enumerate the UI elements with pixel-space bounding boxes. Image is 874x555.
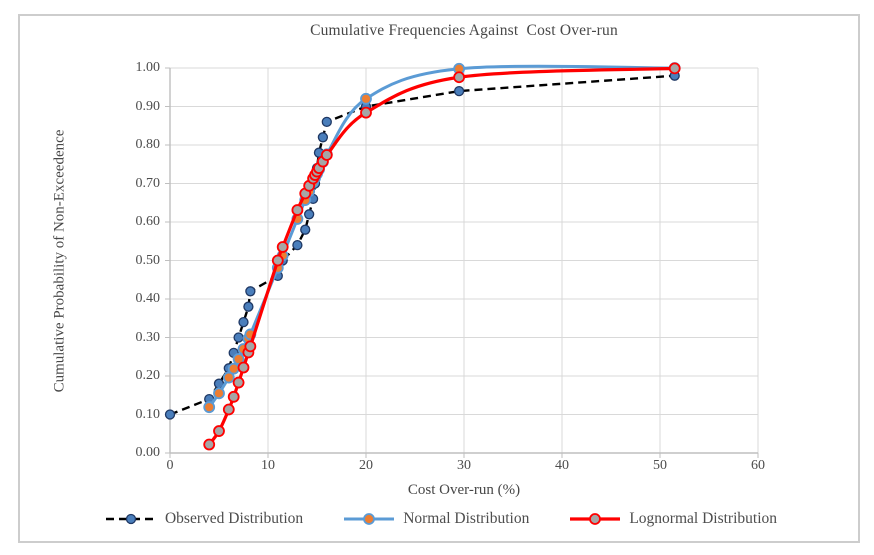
y-tick-label: 0.30 <box>135 329 161 345</box>
data-point-marker <box>232 376 245 389</box>
plot-svg <box>164 62 759 458</box>
data-point-marker <box>453 85 465 97</box>
y-tick-label: 0.10 <box>135 406 161 422</box>
chart-figure: Cumulative Frequencies Against Cost Over… <box>18 14 860 543</box>
legend: Observed Distribution Normal Distribution… <box>20 510 862 528</box>
data-point-marker <box>276 241 289 253</box>
x-tick-label: 20 <box>359 458 373 473</box>
series-line <box>207 64 675 409</box>
data-point-marker <box>244 340 257 353</box>
data-point-marker <box>271 254 284 267</box>
data-point-marker <box>203 438 216 451</box>
y-axis-tick-labels: 0.00 0.10 0.20 0.30 0.40 0.50 0.60 0.70 0.80 0.90… <box>112 60 161 460</box>
data-point-marker <box>292 239 303 251</box>
data-point-marker <box>668 62 681 75</box>
data-point-marker <box>304 209 315 220</box>
data-point-marker <box>245 286 256 297</box>
y-tick-label: 0.60 <box>135 214 161 229</box>
x-tick-label: 60 <box>751 458 765 473</box>
data-point-marker <box>164 409 176 420</box>
data-point-marker <box>232 353 245 365</box>
legend-label: Observed Distribution <box>164 510 304 527</box>
x-axis-title: Cost Over-run (%) <box>407 482 521 498</box>
x-tick-label: 40 <box>555 458 569 473</box>
legend-label: Lognormal Distribution <box>629 510 778 527</box>
x-tick-label: 0 <box>166 458 174 473</box>
data-point-marker <box>360 106 372 119</box>
data-point-marker <box>222 403 235 416</box>
data-point-marker <box>213 387 225 400</box>
legend-key-icon <box>344 513 395 525</box>
legend-item: Observed Distribution <box>105 510 303 528</box>
y-tick-label: 0.00 <box>135 445 161 460</box>
legend-item: Lognormal Distribution <box>569 510 777 528</box>
legend-key-icon <box>105 513 156 525</box>
data-point-marker <box>360 92 372 105</box>
x-tick-label: 30 <box>457 458 471 473</box>
data-point-marker <box>222 371 235 384</box>
legend-key-icon <box>570 513 621 525</box>
data-point-marker <box>453 71 466 84</box>
data-point-marker <box>238 316 249 328</box>
data-point-marker <box>320 149 333 161</box>
legend-item: Normal Distribution <box>343 510 529 528</box>
data-point-marker <box>213 425 225 437</box>
data-point-marker <box>227 390 240 403</box>
y-tick-label: 0.20 <box>135 368 161 383</box>
y-axis-title: Cumulative Probability of Non-Exceedence <box>51 129 68 392</box>
x-tick-label: 10 <box>261 458 275 473</box>
y-tick-label: 0.40 <box>135 291 161 306</box>
data-point-marker <box>317 132 329 143</box>
data-point-marker <box>203 401 216 414</box>
data-point-marker <box>227 362 240 375</box>
data-point-marker <box>237 361 250 374</box>
y-tick-label: 1.00 <box>135 60 161 75</box>
x-axis-tick-labels: 0 10 20 30 40 50 60 <box>166 458 766 478</box>
y-tick-label: 0.80 <box>135 137 161 152</box>
y-tick-label: 0.70 <box>135 175 161 191</box>
data-point-marker <box>233 332 244 343</box>
x-tick-label: 50 <box>653 458 667 473</box>
y-tick-label: 0.50 <box>135 252 161 268</box>
data-point-marker <box>243 301 254 312</box>
plot-area <box>164 62 759 458</box>
legend-label: Normal Distribution <box>403 510 530 527</box>
y-tick-label: 0.90 <box>135 98 161 114</box>
data-point-marker <box>300 224 311 235</box>
data-point-marker <box>291 204 304 216</box>
data-point-marker <box>321 116 332 128</box>
chart-title: Cumulative Frequencies Against Cost Over… <box>310 22 618 39</box>
